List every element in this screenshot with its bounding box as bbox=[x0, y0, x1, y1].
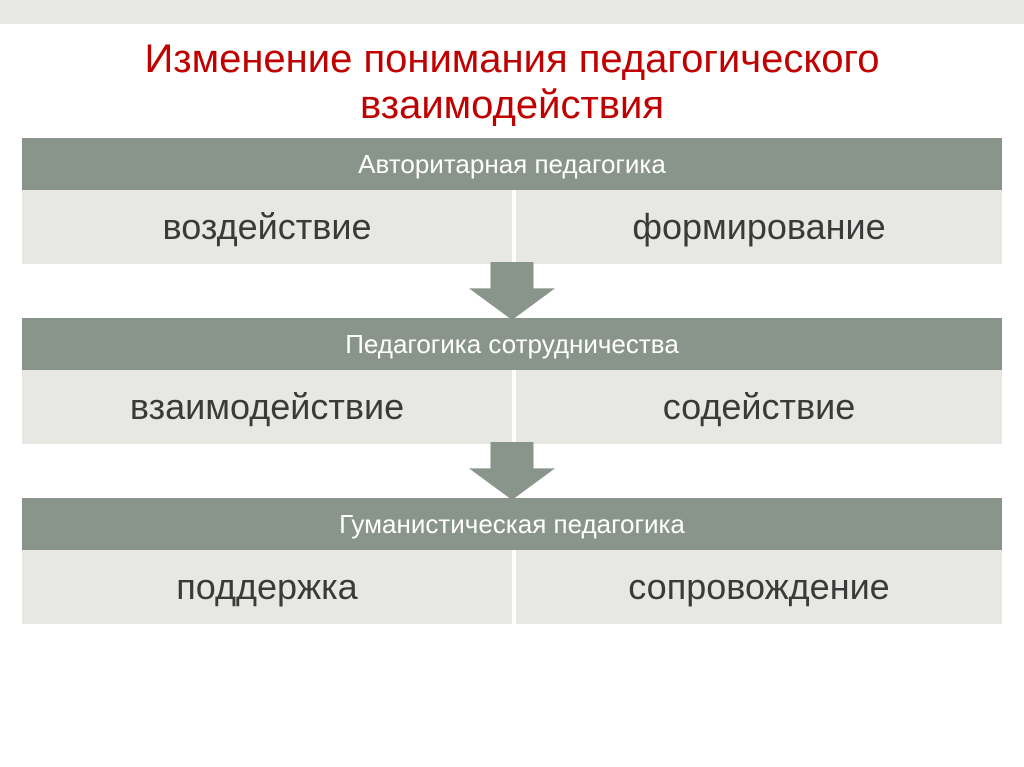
block-header-text: Гуманистическая педагогика bbox=[339, 509, 685, 540]
block-header: Гуманистическая педагогика bbox=[22, 498, 1002, 550]
arrow-down-2 bbox=[0, 442, 1024, 500]
block-cells: воздействие формирование bbox=[22, 190, 1002, 264]
cell-left: воздействие bbox=[22, 190, 512, 264]
cell-right: сопровождение bbox=[512, 550, 1002, 624]
title-line-1: Изменение понимания педагогического bbox=[145, 37, 880, 81]
block-cells: поддержка сопровождение bbox=[22, 550, 1002, 624]
cell-text: содействие bbox=[663, 386, 856, 428]
block-cells: взаимодействие содействие bbox=[22, 370, 1002, 444]
block-humanistic: Гуманистическая педагогика поддержка соп… bbox=[22, 498, 1002, 624]
block-cooperation: Педагогика сотрудничества взаимодействие… bbox=[22, 318, 1002, 444]
cell-left: взаимодействие bbox=[22, 370, 512, 444]
block-header-text: Педагогика сотрудничества bbox=[345, 329, 679, 360]
cell-text: воздействие bbox=[163, 206, 372, 248]
slide-content: Изменение понимания педагогического взаи… bbox=[0, 24, 1024, 624]
arrow-down-1 bbox=[0, 262, 1024, 320]
cell-text: сопровождение bbox=[628, 566, 889, 608]
page-title: Изменение понимания педагогического взаи… bbox=[0, 36, 1024, 138]
cell-text: взаимодействие bbox=[130, 386, 404, 428]
block-header: Авторитарная педагогика bbox=[22, 138, 1002, 190]
block-header-text: Авторитарная педагогика bbox=[358, 149, 666, 180]
chevron-down-icon bbox=[469, 442, 555, 500]
cell-text: поддержка bbox=[176, 566, 357, 608]
cell-right: формирование bbox=[512, 190, 1002, 264]
block-header: Педагогика сотрудничества bbox=[22, 318, 1002, 370]
cell-text: формирование bbox=[632, 206, 885, 248]
top-bar bbox=[0, 0, 1024, 24]
block-authoritarian: Авторитарная педагогика воздействие форм… bbox=[22, 138, 1002, 264]
chevron-down-icon bbox=[469, 262, 555, 320]
title-line-2: взаимодействия bbox=[360, 83, 664, 127]
cell-right: содействие bbox=[512, 370, 1002, 444]
cell-left: поддержка bbox=[22, 550, 512, 624]
